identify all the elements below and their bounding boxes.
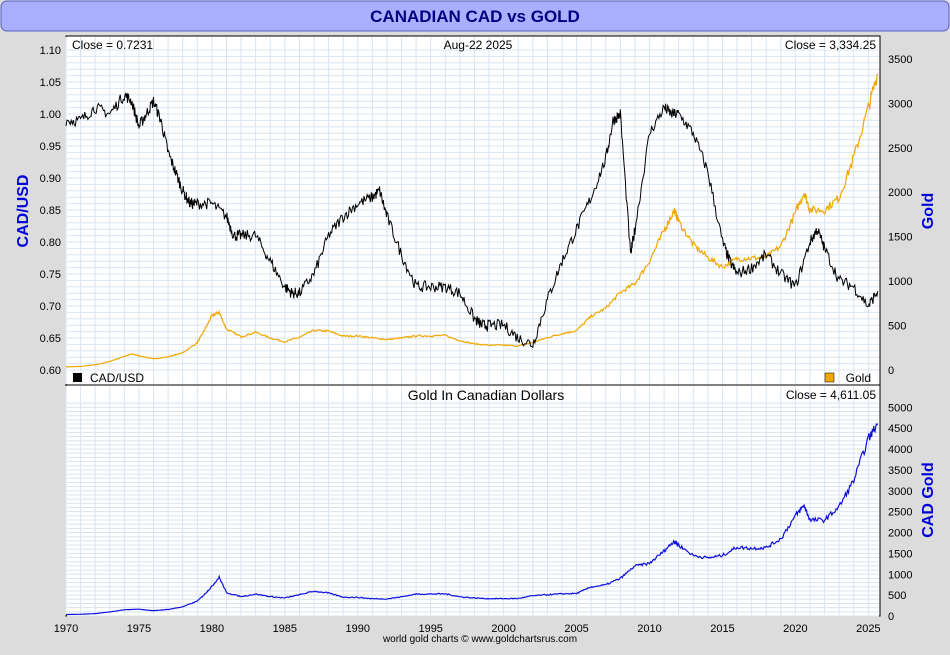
series-line-cad-gold bbox=[66, 423, 879, 616]
title-bar bbox=[0, 0, 950, 32]
x-tick-label: 1970 bbox=[54, 623, 78, 635]
x-tick-label: 2025 bbox=[856, 623, 880, 635]
y-tick-label-right: 1000 bbox=[888, 569, 912, 581]
footer-credit: world gold charts © www.goldchartsrus.co… bbox=[382, 634, 577, 645]
y-tick-label-right: 3000 bbox=[888, 486, 912, 498]
x-tick-label: 1975 bbox=[127, 623, 151, 635]
y-tick-label-right: 4500 bbox=[888, 423, 912, 435]
x-tick-label: 1990 bbox=[346, 623, 370, 635]
y-tick-label-left: 0.75 bbox=[40, 269, 61, 281]
x-tick-label: 2005 bbox=[564, 623, 588, 635]
y-tick-label-left: 0.85 bbox=[40, 205, 61, 217]
bottom-panel-title: Gold In Canadian Dollars bbox=[408, 387, 564, 403]
y-tick-label-left: 0.80 bbox=[40, 237, 61, 249]
y-tick-label-right: 1000 bbox=[888, 276, 912, 288]
legend-swatch-gold bbox=[824, 372, 835, 383]
y-tick-label-right: 2500 bbox=[888, 507, 912, 519]
y-tick-label-right: 0 bbox=[888, 611, 894, 623]
x-tick-label: 1985 bbox=[273, 623, 297, 635]
y-tick-label-right: 0 bbox=[888, 365, 894, 377]
x-tick-label: 2020 bbox=[783, 623, 807, 635]
y-tick-label-right: 1500 bbox=[888, 548, 912, 560]
cad-gold-close-label: Close = 4,611.05 bbox=[786, 388, 877, 402]
y-tick-label-right: 4000 bbox=[888, 444, 912, 456]
x-tick-label: 2010 bbox=[637, 623, 661, 635]
legend-swatch-cad bbox=[73, 373, 82, 382]
y-tick-label-right: 3000 bbox=[888, 98, 912, 110]
series-line-gold bbox=[65, 73, 879, 368]
bottom-panel bbox=[65, 384, 881, 617]
y-axis-label-gold: Gold bbox=[920, 193, 937, 229]
x-tick-label: 2015 bbox=[710, 623, 734, 635]
y-tick-label-right: 2500 bbox=[888, 143, 912, 155]
y-tick-label-left: 1.10 bbox=[40, 45, 61, 57]
cad-close-label: Close = 0.7231 bbox=[72, 38, 153, 52]
y-tick-label-left: 0.70 bbox=[40, 301, 61, 313]
y-tick-label-left: 0.90 bbox=[40, 173, 61, 185]
series-line-cad-usd bbox=[65, 92, 879, 349]
x-tick-label: 1980 bbox=[200, 623, 224, 635]
y-tick-label-right: 5000 bbox=[888, 402, 912, 414]
y-tick-label-left: 0.60 bbox=[40, 365, 61, 377]
series-top bbox=[65, 73, 879, 368]
legend-label-cad: CAD/USD bbox=[90, 371, 144, 385]
y-tick-label-right: 3500 bbox=[888, 465, 912, 477]
x-tick-label: 1995 bbox=[418, 623, 442, 635]
y-tick-label-right: 2000 bbox=[888, 187, 912, 199]
y-axis-label-cad-gold: CAD Gold bbox=[920, 462, 937, 538]
gold-close-label: Close = 3,334.25 bbox=[785, 38, 876, 52]
y-tick-label-right: 1500 bbox=[888, 232, 912, 244]
grid-bottom bbox=[65, 386, 879, 617]
date-label: Aug-22 2025 bbox=[444, 38, 513, 52]
y-tick-label-left: 0.95 bbox=[40, 141, 61, 153]
grid-top bbox=[65, 37, 879, 384]
legend-label-gold: Gold bbox=[846, 371, 871, 385]
y-tick-label-right: 500 bbox=[888, 321, 906, 333]
series-bottom bbox=[66, 423, 879, 616]
chart-title: CANADIAN CAD vs GOLD bbox=[370, 7, 580, 26]
y-tick-label-left: 1.05 bbox=[40, 77, 61, 89]
y-tick-label-left: 0.65 bbox=[40, 333, 61, 345]
tick-labels: 0.60 0.65 0.70 0.75 0.80 0.85 0.90 0.95 1.00 1.05… bbox=[40, 45, 913, 635]
y-tick-label-right: 2000 bbox=[888, 528, 912, 540]
y-tick-label-right: 500 bbox=[888, 590, 906, 602]
y-tick-label-left: 1.00 bbox=[40, 109, 61, 121]
x-tick-label: 2000 bbox=[491, 623, 515, 635]
y-tick-label-right: 3500 bbox=[888, 54, 912, 66]
y-axis-label-cad: CAD/USD bbox=[15, 175, 32, 248]
